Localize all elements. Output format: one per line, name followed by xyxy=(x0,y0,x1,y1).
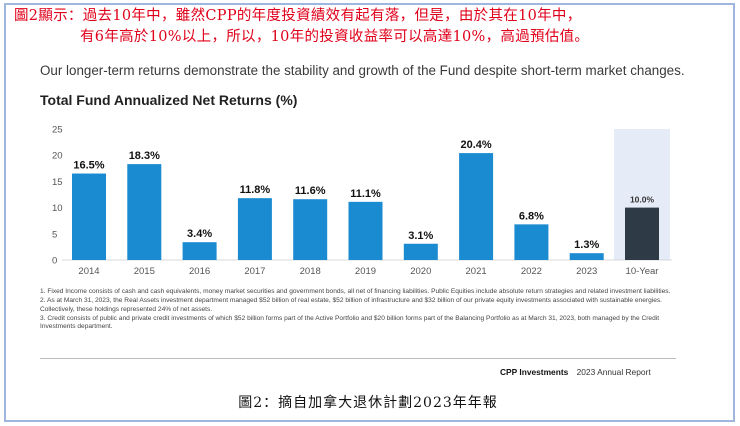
annotation-line-2: 有6年高於10%以上，所以，10年的投資收益率可以高達10%，高過預估值。 xyxy=(80,29,590,45)
data-label-2022: 6.8% xyxy=(519,210,544,222)
y-tick-label: 20 xyxy=(52,151,63,162)
footnote-3: 3. Credit consists of public and private… xyxy=(40,314,660,331)
x-tick-label-2020: 2020 xyxy=(410,266,431,277)
bar-2017 xyxy=(237,198,272,260)
bar-10-Year xyxy=(625,207,659,260)
x-tick-label-2018: 2018 xyxy=(300,266,321,277)
footnote-1: 1. Fixed Income consists of cash and cas… xyxy=(40,288,671,295)
publisher-brand: CPP Investments xyxy=(500,367,569,377)
y-tick-label: 10 xyxy=(52,203,63,214)
x-tick-label-2014: 2014 xyxy=(78,266,99,277)
data-label-2015: 18.3% xyxy=(129,150,160,162)
bar-2022 xyxy=(514,224,549,260)
x-tick-label-2023: 2023 xyxy=(576,266,597,277)
data-label-10-Year: 10.0% xyxy=(630,195,655,205)
data-label-2017: 11.8% xyxy=(240,184,271,196)
bar-2020 xyxy=(403,243,438,260)
x-tick-label-2017: 2017 xyxy=(244,266,265,277)
annotation-line-1: 圖2顯示：過去10年中，雖然CPP的年度投資績效有起有落，但是，由於其在10年中… xyxy=(14,8,582,24)
y-tick-label: 0 xyxy=(52,256,57,267)
x-tick-label-2015: 2015 xyxy=(134,266,155,277)
y-tick-label: 25 xyxy=(52,125,63,136)
data-label-2019: 11.1% xyxy=(350,188,381,200)
data-label-2020: 3.1% xyxy=(408,230,433,242)
annotation-text: 圖2顯示：過去10年中，雖然CPP的年度投資績效有起有落，但是，由於其在10年中… xyxy=(6,6,721,48)
x-tick-label-10-Year: 10-Year xyxy=(626,266,659,277)
bar-2021 xyxy=(459,153,494,260)
x-tick-label-2022: 2022 xyxy=(521,266,542,277)
x-tick-label-2021: 2021 xyxy=(466,266,487,277)
bar-2019 xyxy=(348,201,383,260)
y-tick-label: 15 xyxy=(52,177,63,188)
chart-title: Total Fund Annualized Net Returns (%) xyxy=(40,92,298,108)
data-label-2014: 16.5% xyxy=(73,160,104,172)
footnotes: 1. Fixed Income consists of cash and cas… xyxy=(40,288,680,332)
bar-2016 xyxy=(182,242,217,260)
x-tick-label-2019: 2019 xyxy=(355,266,376,277)
publisher-report: 2023 Annual Report xyxy=(576,367,651,377)
divider xyxy=(40,358,676,359)
data-label-2016: 3.4% xyxy=(187,228,212,240)
x-tick-label-2016: 2016 xyxy=(189,266,210,277)
bar-2014 xyxy=(72,173,106,260)
figure-caption: 圖2：摘自加拿大退休計劃2023年年報 xyxy=(238,395,498,411)
y-tick-label: 5 xyxy=(52,229,57,240)
data-label-2021: 20.4% xyxy=(460,139,491,151)
bar-2015 xyxy=(127,164,162,260)
report-subtitle: Our longer-term returns demonstrate the … xyxy=(40,63,685,78)
data-label-2023: 1.3% xyxy=(574,239,599,251)
bar-2018 xyxy=(293,199,328,260)
footnote-2: 2. As at March 31, 2023, the Real Assets… xyxy=(40,297,663,313)
bar-chart: 0 5 10 15 20 25 16.5% 2014 18.3% 2015 3.4% 2016 11.8… xyxy=(52,125,672,277)
publisher-line: CPP Investments 2023 Annual Report xyxy=(500,367,651,377)
data-label-2018: 11.6% xyxy=(295,185,326,197)
bar-2023 xyxy=(569,253,604,260)
